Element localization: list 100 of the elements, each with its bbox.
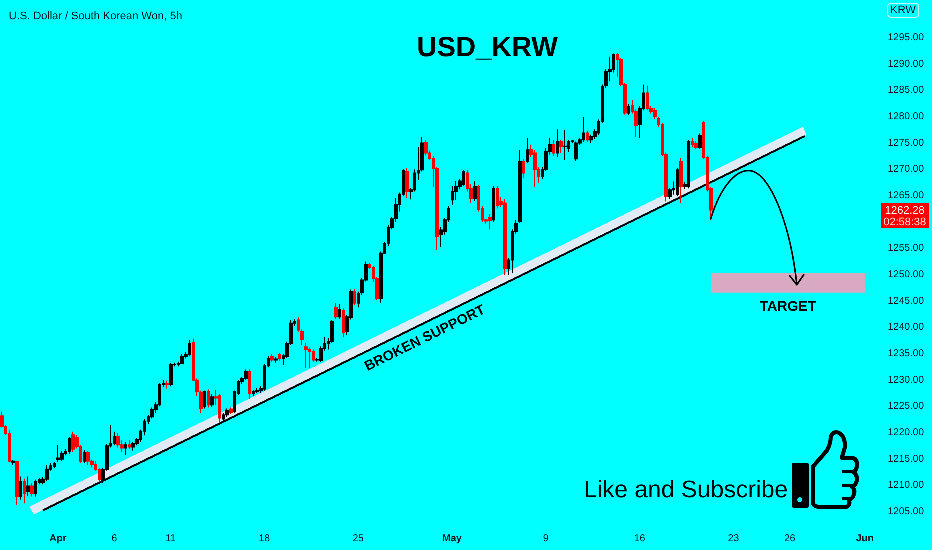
candlestick [462,170,465,187]
candlestick [11,460,15,466]
candlestick [53,462,56,469]
candlestick [334,302,338,320]
y-tick-label: 1245.00 [888,296,925,307]
candlestick [342,308,345,338]
candlestick [188,340,191,358]
candlestick [244,369,248,381]
candlestick [165,380,169,390]
x-tick-label: Apr [50,534,67,544]
candlestick [424,140,428,156]
candlestick [646,85,649,112]
candlestick [563,130,567,161]
y-tick-label: 1265.00 [888,190,925,202]
candlestick [676,168,679,197]
y-tick-label: 1290.00 [888,58,925,70]
candlestick [19,476,22,500]
candlestick [687,140,690,190]
candlestick [248,369,251,400]
x-tick-label: 6 [112,534,118,544]
candlestick [627,104,630,116]
candlestick [518,150,522,224]
y-tick-label: 1270.00 [888,164,925,176]
y-tick-label: 1275.00 [888,138,925,149]
candlestick [353,288,356,306]
x-tick-label: Jun [856,534,874,544]
candlestick [694,140,698,150]
candlestick [556,129,559,158]
candlestick [45,464,49,482]
x-tick-label: 16 [634,534,646,544]
candlestick [83,450,86,464]
text: 1262.28 [885,204,925,217]
y-tick-label: 1235.00 [888,348,925,360]
candlestick [552,140,555,157]
candlestick [304,342,308,369]
x-tick-label: 11 [166,534,176,544]
candlestick [503,198,507,276]
candlestick [582,116,585,143]
candlestick [526,138,529,164]
candlestick [586,130,589,143]
text: USD_KRW [417,32,559,62]
y-tick-label: 1285.00 [888,85,925,96]
candlestick [207,389,210,408]
candlestick [229,407,233,416]
x-tick-label: 25 [352,534,364,544]
candlestick [124,441,127,456]
text: U.S. Dollar / South Korean Won, 5h [9,10,182,22]
candlestick [698,133,702,150]
y-tick-label: 1220.00 [888,427,925,438]
candlestick [210,394,214,408]
y-tick-label: 1280.00 [888,111,925,122]
candlestick [23,478,26,504]
candlestick [338,304,341,320]
y-tick-label: 1230.00 [888,374,925,386]
candlestick [691,138,694,148]
candlestick [71,431,75,452]
candlestick [522,158,525,180]
y-tick-label: 1210.00 [888,480,925,492]
candlestick [131,441,135,452]
x-tick-label: 9 [543,534,550,544]
candlestick [405,168,409,199]
candlestick [30,483,34,498]
x-tick-label: 26 [784,534,796,544]
candlestick [222,412,225,422]
x-tick-label: 18 [259,534,271,544]
y-tick-label: 1250.00 [888,269,925,280]
y-axis-title: KRW [890,4,917,16]
candlestick [488,214,492,230]
y-tick-label: 1255.00 [888,243,925,254]
candlestick [26,476,30,497]
candlestick [8,429,11,463]
candlestick [86,450,90,466]
y-tick-label: 1295.00 [888,32,925,44]
candlestick [308,347,311,369]
candlestick [473,180,477,202]
candlestick [68,436,71,455]
candlestick [574,141,578,162]
x-tick-label: 23 [728,534,740,544]
candlestick [34,479,37,498]
candlestick [116,432,120,448]
annotation: Like and Subscribe [584,476,788,504]
candlestick [203,390,206,410]
candlestick [274,356,278,364]
candlestick [679,158,683,204]
candlestick [270,354,274,362]
candlestick [492,186,495,223]
candlestick [169,362,173,388]
band-label: TARGET [760,298,817,314]
candlestick [15,460,19,506]
candlestick [255,388,259,394]
candlestick [128,440,131,450]
candlestick [252,390,255,397]
y-tick-label: 1205.00 [888,506,925,518]
text: 02:58:38 [884,216,926,228]
y-tick-label: 1215.00 [888,454,925,465]
candlestick [225,408,229,418]
candlestick [218,394,221,424]
candlestick [496,186,499,210]
y-tick-label: 1240.00 [888,322,925,334]
candlestick [180,353,184,366]
